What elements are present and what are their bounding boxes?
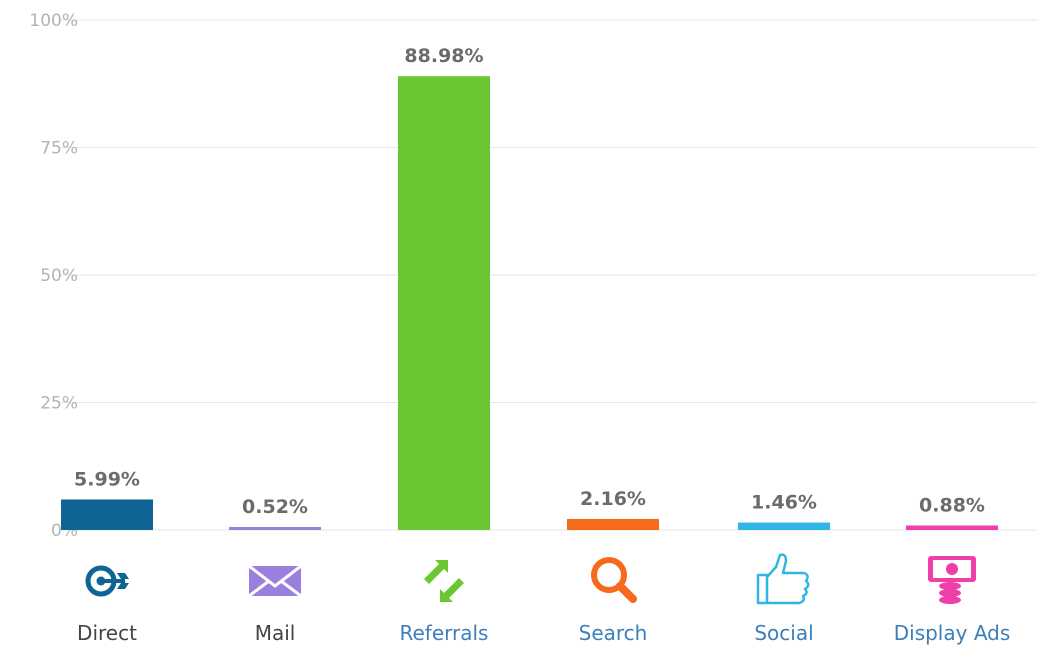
grid-lines xyxy=(60,19,1037,531)
bars xyxy=(61,76,998,531)
value-label: 2.16% xyxy=(580,488,646,510)
display-ads-money-icon xyxy=(928,556,976,604)
category-label-display-ads[interactable]: Display Ads xyxy=(894,621,1011,645)
bar-referrals[interactable] xyxy=(398,76,490,531)
mail-envelope-icon xyxy=(248,564,302,598)
value-label: 88.98% xyxy=(404,45,483,67)
category-label-referrals[interactable]: Referrals xyxy=(400,621,489,645)
search-magnifier-icon xyxy=(591,557,637,603)
value-label: 1.46% xyxy=(751,492,817,514)
category-label-mail: Mail xyxy=(255,621,296,645)
category-labels: Direct Mail Referrals Search Social Display A… xyxy=(77,621,1010,645)
category-label-search[interactable]: Search xyxy=(579,621,648,645)
y-tick-label: 25% xyxy=(40,394,78,414)
value-label: 5.99% xyxy=(74,468,140,490)
value-label: 0.88% xyxy=(919,495,985,517)
y-tick-label: 50% xyxy=(40,266,78,286)
social-thumbs-up-icon xyxy=(756,553,810,605)
category-label-social[interactable]: Social xyxy=(754,621,813,645)
y-axis-ticks: 0%25%50%75%100% xyxy=(29,11,78,541)
y-tick-label: 75% xyxy=(40,139,78,159)
category-label-direct: Direct xyxy=(77,621,137,645)
bar-social[interactable] xyxy=(738,522,830,530)
referrals-arrows-icon xyxy=(424,560,464,602)
value-label: 0.52% xyxy=(242,496,308,518)
y-tick-label: 100% xyxy=(29,11,78,31)
direct-target-icon xyxy=(85,565,129,597)
bar-display-ads[interactable] xyxy=(906,525,998,530)
bar-search[interactable] xyxy=(567,518,659,530)
value-labels: 5.99% 0.52% 88.98% 2.16% 1.46% 0.88% xyxy=(74,45,985,518)
bar-direct[interactable] xyxy=(61,499,153,530)
bar-mail[interactable] xyxy=(229,527,321,530)
